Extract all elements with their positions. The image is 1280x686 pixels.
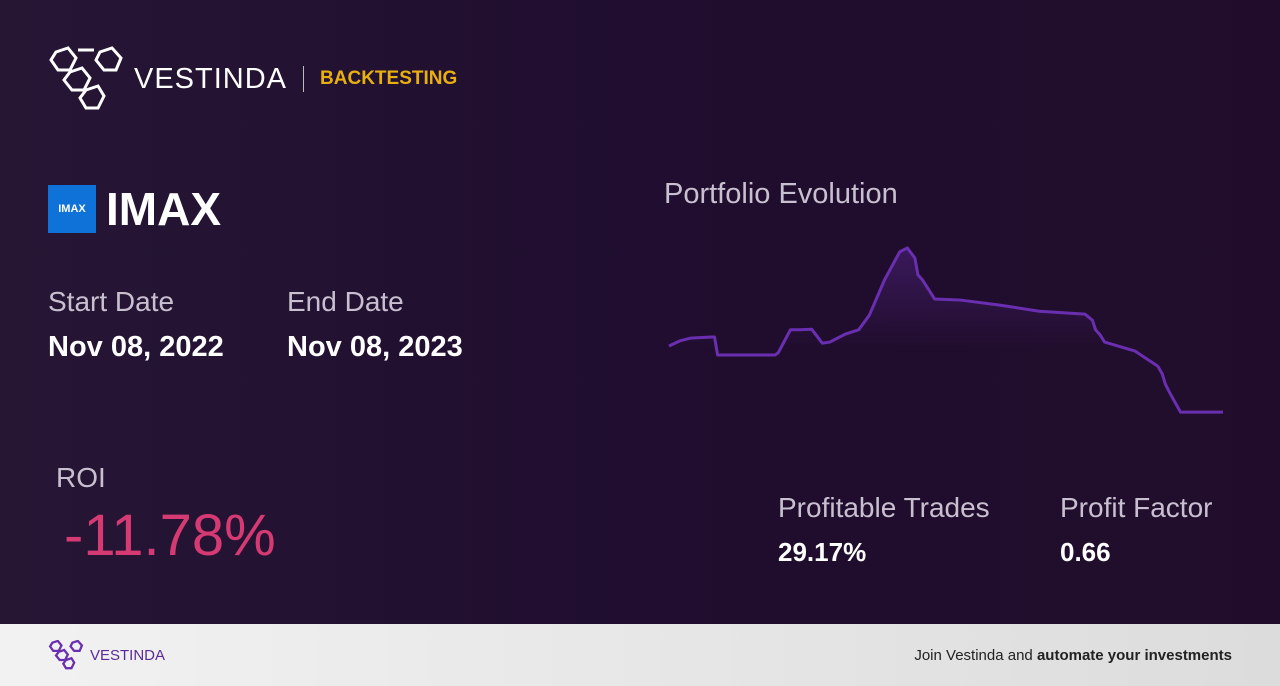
start-date-label: Start Date xyxy=(48,286,175,317)
chart-area xyxy=(669,247,1223,346)
cta-prefix: Join Vestinda and xyxy=(914,646,1037,664)
roi-label: ROI xyxy=(56,462,106,493)
footer-cta[interactable]: Join Vestinda and automate your investme… xyxy=(914,647,1232,664)
profitable-trades-label: Profitable Trades xyxy=(778,492,990,523)
hexagon-logo-icon xyxy=(48,640,84,670)
end-date-value: Nov 08, 2023 xyxy=(287,331,463,363)
footer-logo[interactable]: VESTINDA xyxy=(48,640,165,670)
imax-logo: IMAX xyxy=(48,185,96,233)
ticker-name: IMAX xyxy=(106,183,221,235)
roi-value: -11.78% xyxy=(64,503,276,568)
chart-title: Portfolio Evolution xyxy=(664,178,898,210)
divider xyxy=(303,66,305,92)
cta-bold: automate your investments xyxy=(1036,646,1232,664)
section-tag: BACKTESTING xyxy=(320,68,458,89)
vestinda-logo[interactable]: VESTINDA BACKTESTING xyxy=(48,46,457,112)
start-date-value: Nov 08, 2022 xyxy=(48,331,224,363)
footer-brand: VESTINDA xyxy=(90,646,166,664)
portfolio-chart xyxy=(668,246,1223,414)
brand-name: VESTINDA xyxy=(134,62,288,95)
hexagon-logo-icon xyxy=(49,46,123,110)
profitable-trades-value: 29.17% xyxy=(778,537,867,567)
backtest-card: VESTINDA BACKTESTING IMAX IMAX Start Dat… xyxy=(0,0,1280,624)
asset-header: IMAX IMAX xyxy=(48,182,221,236)
portfolio-line xyxy=(668,246,1223,414)
profit-factor-label: Profit Factor xyxy=(1060,492,1213,523)
end-date-label: End Date xyxy=(287,286,404,317)
footer: VESTINDA Join Vestinda and automate your… xyxy=(0,624,1280,686)
profit-factor-value: 0.66 xyxy=(1060,537,1111,567)
